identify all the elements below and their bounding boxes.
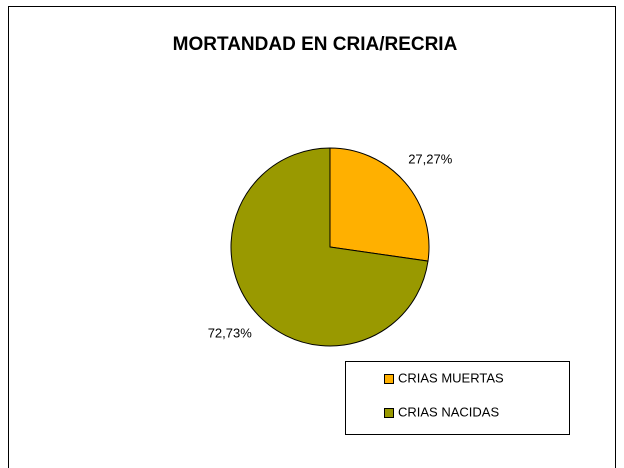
chart-title: MORTANDAD EN CRIA/RECRIA: [173, 34, 458, 55]
legend-swatch: [384, 408, 394, 418]
pie-slice: [230, 147, 429, 347]
legend-label: CRIAS NACIDAS: [398, 404, 499, 419]
legend-box: [345, 361, 570, 435]
data-label: 27,27%: [408, 152, 453, 167]
data-label: 72,73%: [208, 325, 253, 340]
legend-swatch: [384, 374, 394, 384]
pie-slice: [329, 147, 430, 262]
legend-label: CRIAS MUERTAS: [398, 370, 504, 385]
